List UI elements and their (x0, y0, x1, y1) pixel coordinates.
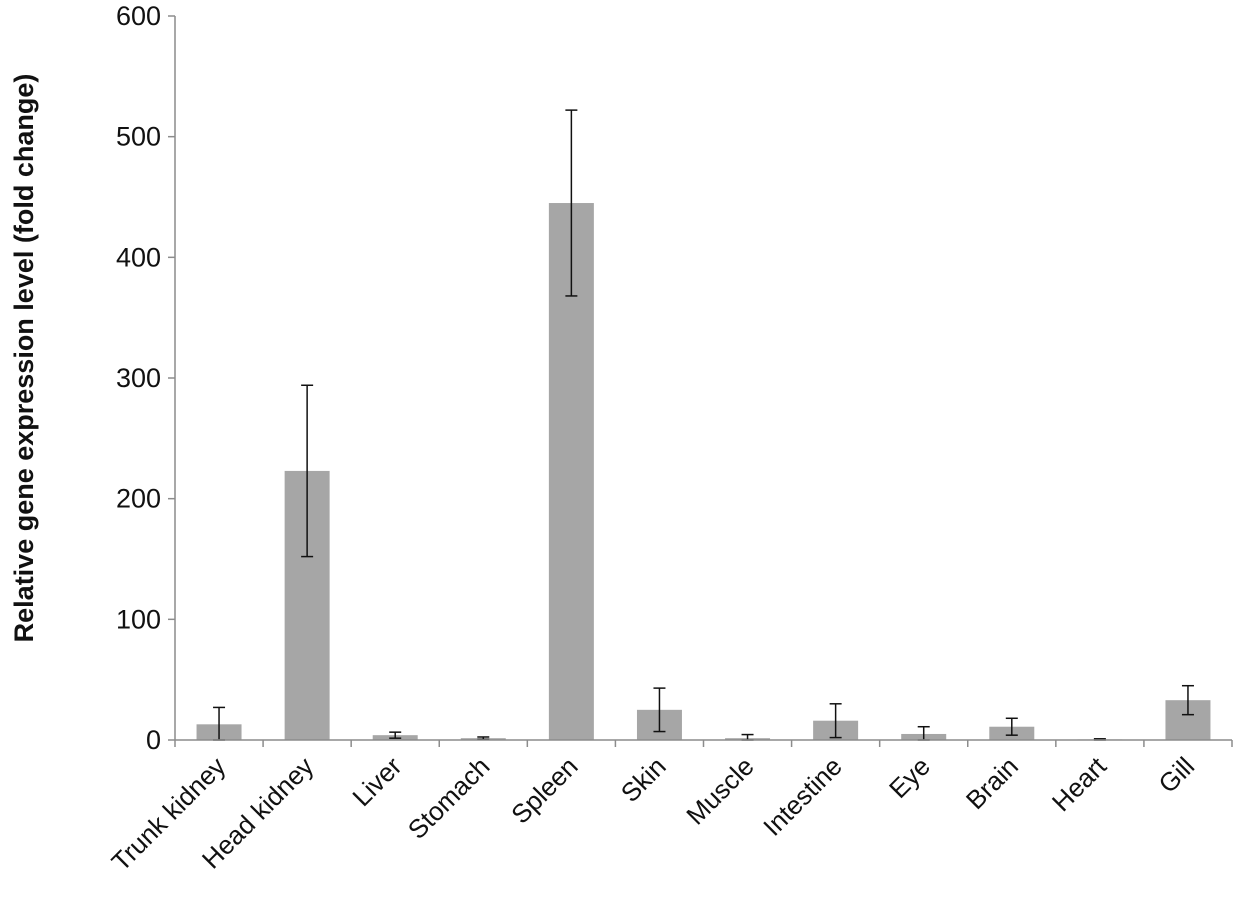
y-tick-label: 300 (116, 363, 161, 393)
x-tick-label: Spleen (505, 751, 583, 829)
y-axis-ticks: 0 100 200 300 400 500 600 (116, 1, 175, 755)
x-tick-label: Brain (960, 751, 1024, 815)
y-tick-label: 0 (146, 725, 161, 755)
x-tick-label: Gill (1152, 751, 1200, 799)
x-tick-label: Eye (883, 751, 936, 804)
x-tick-label: Heart (1046, 750, 1113, 817)
y-tick-label: 100 (116, 604, 161, 634)
x-tick-label: Intestine (757, 751, 848, 842)
error-bar (301, 384, 314, 558)
error-bar (829, 703, 842, 739)
x-tick-label: Liver (346, 751, 407, 812)
y-tick-label: 600 (116, 1, 161, 31)
error-bar (653, 687, 666, 733)
error-bar (1181, 684, 1194, 716)
x-tick-label: Stomach (402, 751, 496, 845)
error-bar (1005, 717, 1018, 736)
y-tick-label: 500 (116, 122, 161, 152)
y-tick-label: 400 (116, 242, 161, 272)
y-tick-label: 200 (116, 484, 161, 514)
x-tick-label: Skin (615, 751, 672, 808)
error-bar (389, 731, 402, 739)
y-axis-title: Relative gene expression level (fold cha… (9, 74, 39, 643)
bars (196, 203, 1211, 741)
error-bars (213, 109, 1194, 741)
x-tick-label: Muscle (680, 751, 759, 830)
error-bar (565, 109, 578, 297)
